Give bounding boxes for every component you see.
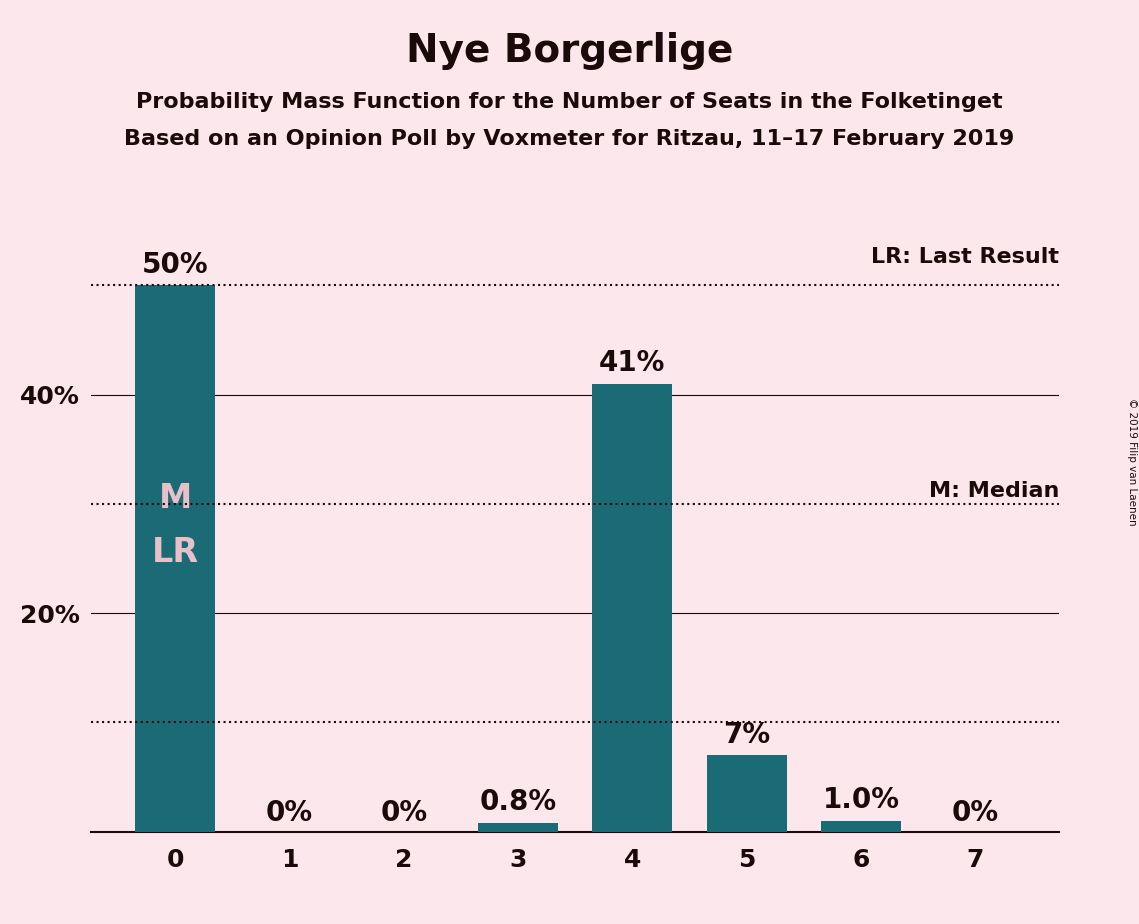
Bar <box>478 823 558 832</box>
Text: M: Median: M: Median <box>929 481 1059 501</box>
Text: 0%: 0% <box>380 799 427 827</box>
Bar <box>821 821 901 832</box>
Text: 7%: 7% <box>723 721 770 748</box>
Bar <box>136 286 215 832</box>
Bar <box>592 383 672 832</box>
Text: LR: LR <box>151 537 198 569</box>
Text: LR: Last Result: LR: Last Result <box>871 247 1059 267</box>
Text: M: M <box>158 481 191 515</box>
Text: © 2019 Filip van Laenen: © 2019 Filip van Laenen <box>1126 398 1137 526</box>
Text: Based on an Opinion Poll by Voxmeter for Ritzau, 11–17 February 2019: Based on an Opinion Poll by Voxmeter for… <box>124 129 1015 150</box>
Text: Probability Mass Function for the Number of Seats in the Folketinget: Probability Mass Function for the Number… <box>137 92 1002 113</box>
Text: 0%: 0% <box>952 799 999 827</box>
Text: 41%: 41% <box>599 349 665 377</box>
Text: 1.0%: 1.0% <box>822 786 900 814</box>
Text: Nye Borgerlige: Nye Borgerlige <box>405 32 734 70</box>
Text: 0.8%: 0.8% <box>480 788 557 816</box>
Bar <box>706 755 787 832</box>
Text: 0%: 0% <box>265 799 313 827</box>
Text: 50%: 50% <box>142 250 208 279</box>
